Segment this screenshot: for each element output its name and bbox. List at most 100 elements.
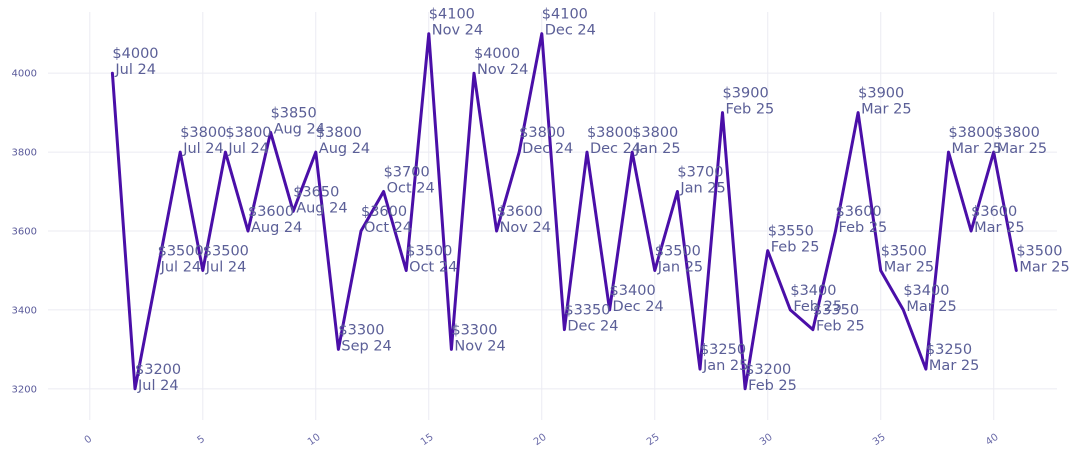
y-tick-label: 3600 (12, 226, 37, 237)
data-label-date: Dec 24 (590, 141, 641, 157)
x-tick-label: 40 (984, 432, 1001, 448)
data-label-price: $3800 (632, 125, 678, 141)
data-label-price: $3800 (316, 125, 362, 141)
data-label-date: Mar 25 (997, 141, 1047, 157)
data-label-price: $3800 (949, 125, 995, 141)
data-label-date: Nov 24 (477, 62, 528, 78)
data-label-date: Oct 24 (364, 220, 412, 236)
data-label-price: $4000 (112, 46, 158, 62)
data-label-date: Mar 25 (906, 299, 956, 315)
data-label-date: Jul 24 (205, 259, 247, 275)
y-tick-label: 3200 (12, 384, 37, 395)
data-label-price: $4100 (542, 7, 588, 23)
data-label-price: $3800 (994, 125, 1040, 141)
data-label-date: Feb 25 (748, 378, 797, 394)
data-label-price: $3400 (610, 283, 656, 299)
data-label-date: Oct 24 (387, 181, 435, 197)
data-label-price: $3250 (926, 342, 972, 358)
x-tick-label: 15 (419, 432, 436, 448)
data-label-price: $3400 (903, 283, 949, 299)
x-tick-label: 5 (196, 434, 208, 447)
data-label-date: Aug 24 (251, 220, 302, 236)
data-label-date: Feb 25 (793, 299, 842, 315)
data-label-price: $3800 (587, 125, 633, 141)
data-label-price: $3350 (813, 303, 859, 319)
data-label-date: Dec 24 (522, 141, 573, 157)
data-label-date: Dec 24 (567, 319, 618, 335)
y-tick-label: 3800 (12, 148, 37, 159)
data-label-date: Mar 25 (929, 358, 979, 374)
data-label-price: $3350 (564, 303, 610, 319)
data-label-date: Aug 24 (319, 141, 370, 157)
data-label-price: $3550 (768, 224, 814, 240)
data-label-price: $3250 (700, 342, 746, 358)
data-label-date: Feb 25 (726, 102, 775, 118)
series-lines (110, 32, 1018, 391)
data-label-price: $3600 (971, 204, 1017, 220)
data-label-date: Mar 25 (884, 259, 934, 275)
series-line (110, 32, 1018, 391)
data-label-date: Jul 24 (227, 141, 269, 157)
data-label-date: Mar 25 (1019, 259, 1069, 275)
y-tick-label: 3400 (12, 305, 37, 316)
data-label-price: $4000 (474, 46, 520, 62)
data-label-date: Oct 24 (409, 259, 457, 275)
data-label-price: $3500 (203, 243, 249, 259)
data-label-price: $3800 (225, 125, 271, 141)
data-label-price: $3900 (858, 86, 904, 102)
data-label-date: Jul 24 (137, 378, 179, 394)
x-tick-label: 10 (306, 432, 323, 448)
data-label-date: Sep 24 (341, 338, 391, 354)
data-label-price: $3700 (384, 165, 430, 181)
x-tick-label: 35 (871, 432, 888, 448)
data-label-price: $3600 (361, 204, 407, 220)
data-label-date: Nov 24 (500, 220, 551, 236)
data-label-date: Feb 25 (816, 319, 865, 335)
data-label-price: $3500 (881, 243, 927, 259)
data-label-price: $3500 (158, 243, 204, 259)
data-label-price: $3200 (135, 362, 181, 378)
data-label-date: Nov 24 (454, 338, 505, 354)
data-label-price: $3300 (451, 322, 497, 338)
data-label-price: $3200 (745, 362, 791, 378)
data-label-date: Nov 24 (432, 23, 483, 39)
x-tick-label: 20 (532, 432, 549, 448)
data-label-date: Mar 25 (861, 102, 911, 118)
data-label-price: $3600 (836, 204, 882, 220)
data-label-date: Mar 25 (952, 141, 1002, 157)
x-tick-label: 0 (83, 434, 95, 447)
data-label-price: $3900 (723, 86, 769, 102)
data-label-date: Jan 25 (657, 259, 703, 275)
